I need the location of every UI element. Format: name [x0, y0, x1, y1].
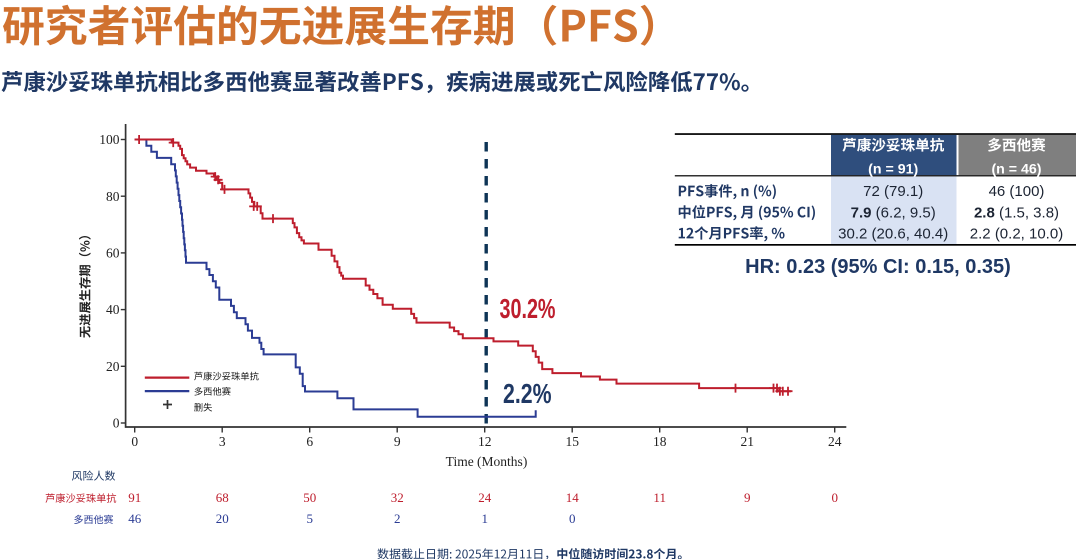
svg-text:40: 40 — [106, 302, 120, 317]
svg-text:32: 32 — [391, 490, 404, 505]
svg-text:50: 50 — [303, 490, 316, 505]
svg-text:30.2%: 30.2% — [500, 293, 556, 324]
svg-text:14: 14 — [566, 490, 580, 505]
svg-text:(n = 46): (n = 46) — [991, 161, 1041, 177]
svg-text:80: 80 — [106, 189, 120, 204]
svg-text:100: 100 — [99, 132, 120, 147]
svg-text:30.2 (20.6, 40.4): 30.2 (20.6, 40.4) — [838, 225, 948, 242]
svg-text:9: 9 — [744, 490, 751, 505]
svg-text:72 (79.1): 72 (79.1) — [863, 183, 923, 200]
svg-text:15: 15 — [565, 434, 579, 449]
svg-text:0: 0 — [131, 434, 138, 449]
svg-text:5: 5 — [306, 511, 313, 526]
svg-text:11: 11 — [653, 490, 666, 505]
svg-text:2: 2 — [394, 511, 401, 526]
svg-text:21: 21 — [740, 434, 754, 449]
svg-text:9: 9 — [394, 434, 401, 449]
svg-text:24: 24 — [478, 490, 492, 505]
svg-text:91: 91 — [128, 490, 141, 505]
svg-text:7.9 (6.2, 9.5): 7.9 (6.2, 9.5) — [851, 204, 936, 221]
svg-text:2.8 (1.5, 3.8): 2.8 (1.5, 3.8) — [974, 204, 1059, 221]
svg-text:3: 3 — [219, 434, 226, 449]
svg-text:24: 24 — [828, 434, 842, 449]
svg-text:0: 0 — [113, 416, 120, 431]
svg-text:60: 60 — [106, 246, 120, 261]
svg-text:46 (100): 46 (100) — [989, 183, 1045, 200]
svg-text:6: 6 — [306, 434, 313, 449]
svg-text:20: 20 — [106, 359, 120, 374]
svg-text:1: 1 — [481, 511, 488, 526]
svg-text:20: 20 — [216, 511, 229, 526]
svg-text:2.2 (0.2, 10.0): 2.2 (0.2, 10.0) — [970, 225, 1063, 242]
svg-text:0: 0 — [569, 511, 576, 526]
svg-text:2.2%: 2.2% — [503, 378, 552, 409]
svg-text:46: 46 — [128, 511, 142, 526]
svg-text:12: 12 — [478, 434, 492, 449]
svg-text:0: 0 — [831, 490, 838, 505]
svg-text:18: 18 — [653, 434, 667, 449]
svg-text:Time (Months): Time (Months) — [446, 454, 528, 469]
svg-text:(n = 91): (n = 91) — [868, 161, 918, 177]
svg-text:HR: 0.23 (95% CI: 0.15, 0.35): HR: 0.23 (95% CI: 0.15, 0.35) — [745, 256, 1011, 278]
svg-text:68: 68 — [216, 490, 229, 505]
